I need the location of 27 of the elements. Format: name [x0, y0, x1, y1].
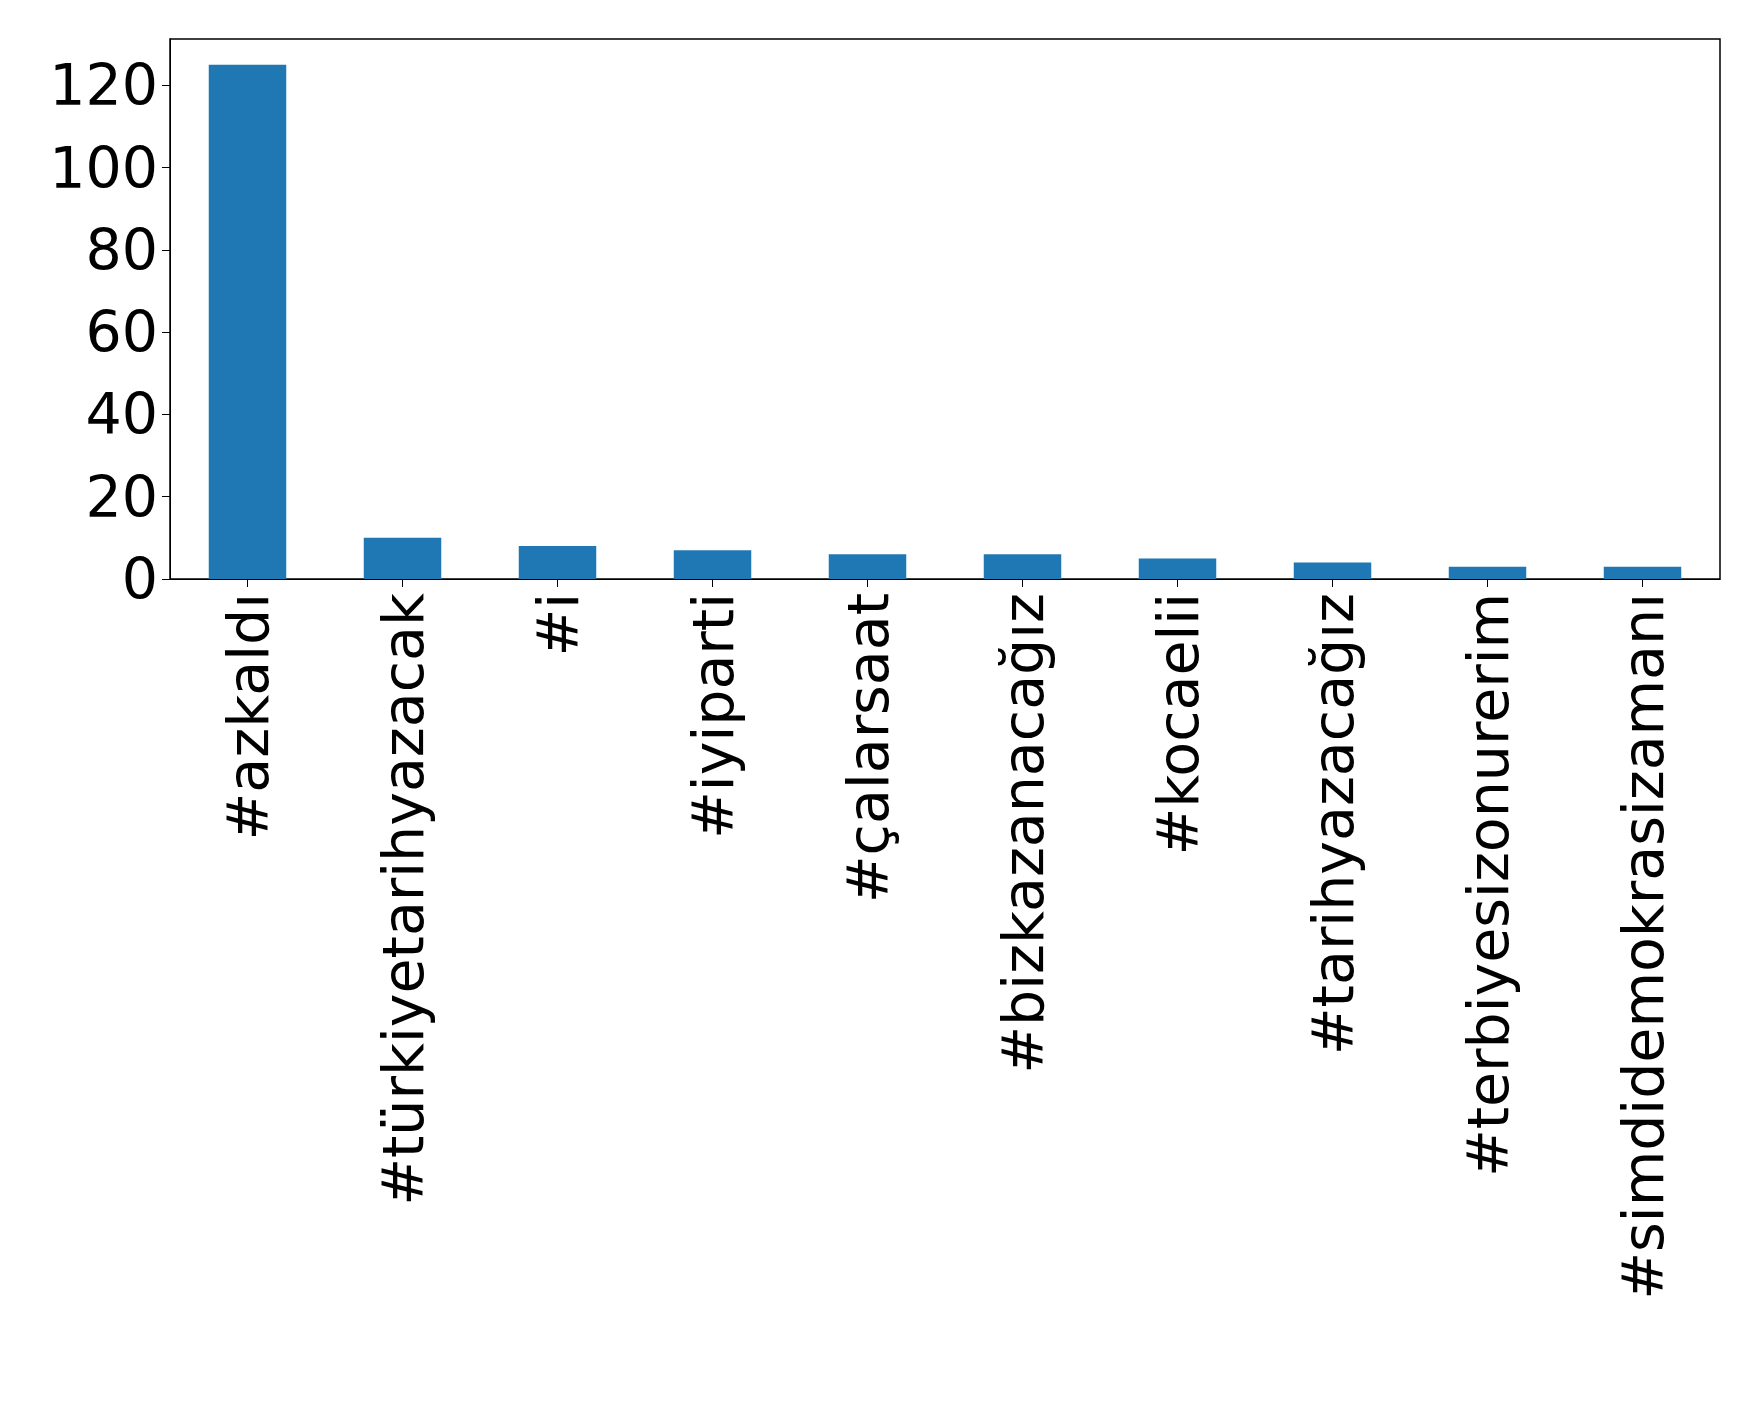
bar — [983, 554, 1062, 579]
bar — [1603, 566, 1682, 579]
bar — [673, 550, 752, 579]
x-tick-label: #simdidemokrasizamanı — [1609, 593, 1676, 1300]
x-tick-label: #türkiyetarihyazacak — [369, 593, 436, 1206]
y-tick-label: 80 — [85, 216, 158, 283]
y-tick-label: 60 — [85, 299, 158, 366]
x-tick-label: #iyiparti — [679, 593, 746, 839]
y-tick-label: 120 — [49, 52, 158, 119]
bar — [208, 64, 287, 579]
x-tick-label: #çalarsaat — [834, 593, 901, 904]
bar — [1138, 558, 1217, 579]
bar — [1448, 566, 1527, 579]
y-tick-label: 40 — [85, 381, 158, 448]
x-tick-label: #azkaldı — [214, 593, 281, 841]
x-tick-label: #tarihyazacağız — [1299, 593, 1366, 1056]
bar — [828, 554, 907, 579]
y-tick-label: 0 — [121, 546, 158, 612]
y-tick-label: 100 — [49, 134, 158, 201]
x-tick-label: #kocaelii — [1144, 593, 1211, 856]
bar — [518, 546, 597, 579]
bar — [1293, 562, 1372, 579]
x-tick-label: #i — [524, 593, 591, 657]
bar — [363, 537, 442, 579]
x-tick-label: #terbiyesizonurerim — [1454, 593, 1521, 1178]
x-tick-label: #bizkazanacağız — [989, 593, 1056, 1074]
y-tick-label: 20 — [85, 463, 158, 530]
